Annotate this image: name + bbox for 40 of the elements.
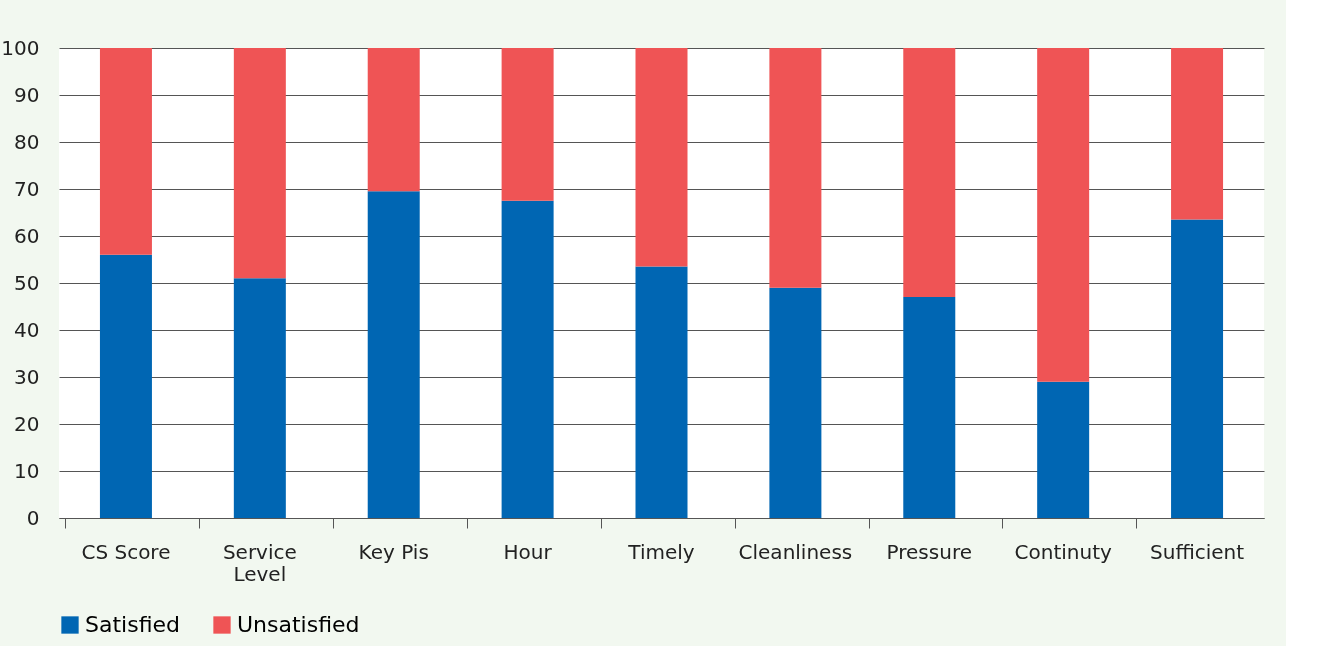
y-tick-label: 60: [14, 223, 40, 248]
x-tick-label: CS Score: [81, 539, 171, 564]
bar: [769, 287, 822, 518]
y-tick-label: 0: [26, 505, 40, 530]
legend-label: Unsatisfied: [237, 612, 360, 637]
bar: [903, 297, 956, 518]
x-tick-label: Hour: [503, 539, 553, 564]
y-tick-label: 80: [14, 129, 40, 154]
bar: [903, 48, 956, 298]
y-tick-label: 70: [14, 176, 40, 201]
x-tick-label: Service Level: [222, 539, 297, 586]
x-tick-label: Pressure: [886, 539, 972, 564]
x-tick-label: Cleanliness: [738, 539, 853, 564]
bar: [1037, 48, 1090, 382]
bar: [367, 48, 420, 192]
x-tick-label: Key Pis: [358, 539, 429, 564]
bar: [233, 278, 286, 518]
y-tick-label: 50: [14, 270, 40, 295]
bar: [635, 266, 688, 518]
y-tick-label: 10: [14, 458, 40, 483]
bar: [769, 48, 822, 288]
y-tick-label: 30: [14, 364, 40, 389]
bar: [1037, 381, 1090, 518]
bar: [367, 191, 420, 518]
bar: [233, 48, 286, 279]
y-tick-label: 40: [14, 317, 40, 342]
bar: [635, 48, 688, 267]
bar: [501, 200, 554, 518]
y-tick-label: 90: [14, 82, 40, 107]
y-tick-label: 20: [14, 411, 40, 436]
x-tick-label: Timely: [627, 539, 695, 564]
y-tick-label: 100: [1, 35, 40, 60]
x-tick-label: Continuty: [1014, 539, 1112, 564]
bar: [501, 48, 554, 201]
bar: [99, 48, 152, 255]
legend-label: Satisfied: [85, 612, 181, 637]
x-tick-label: Sufficient: [1150, 539, 1245, 564]
bar: [99, 254, 152, 518]
bar: [1171, 219, 1224, 518]
bar: [1171, 48, 1224, 220]
